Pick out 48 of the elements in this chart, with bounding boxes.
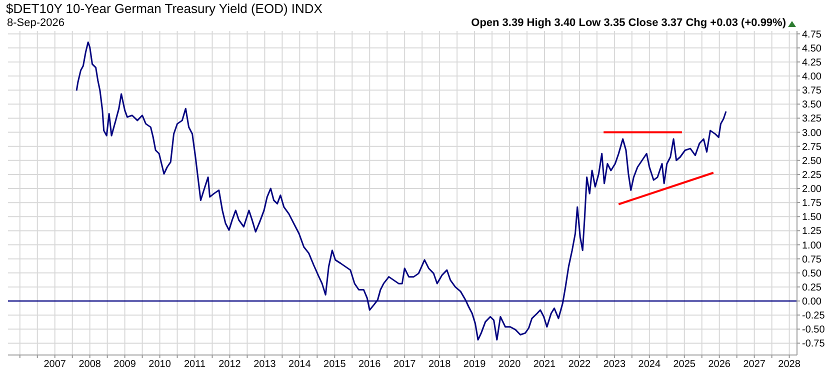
y-tick-label: 2.25: [802, 170, 822, 181]
x-tick-label: 2019: [463, 359, 486, 370]
x-tick-label: 2017: [393, 359, 416, 370]
x-tick-label: 2010: [148, 359, 172, 370]
x-tick-label: 2013: [254, 359, 276, 370]
text: Open 3.39 High 3.40 Low 3.35 Close 3.37 Chg +0.03 (+0.99%): [471, 17, 786, 29]
y-tick-label: 2.75: [802, 142, 822, 153]
x-tick-label: 2026: [708, 359, 731, 370]
y-tick-label: 2.00: [802, 184, 822, 196]
x-tick-label: 2020: [498, 359, 522, 370]
x-tick-label: 2016: [358, 359, 382, 370]
y-tick-label: 1.25: [802, 226, 822, 238]
chart-subtitle: 8-Sep-2026: [7, 17, 64, 29]
y-tick-label: 3.25: [802, 114, 822, 125]
x-tick-label: 2021: [533, 359, 556, 370]
x-tick-label: 2022: [568, 359, 592, 370]
y-tick-label: -0.50: [802, 324, 826, 336]
x-tick-label: 2025: [673, 359, 696, 370]
y-tick-label: 3.50: [802, 100, 822, 111]
y-tick-label: 3.00: [802, 128, 822, 139]
x-tick-label: 2011: [184, 359, 206, 370]
y-tick-label: 4.00: [802, 72, 822, 83]
x-tick-label: 2012: [218, 359, 242, 370]
y-tick-label: 2.50: [802, 156, 822, 167]
y-tick-label: 1.75: [802, 198, 822, 210]
y-tick-label: 4.25: [802, 57, 822, 68]
x-tick-label: 2014: [288, 359, 312, 370]
y-tick-label: 3.75: [802, 86, 822, 97]
y-tick-label: 4.75: [802, 29, 822, 40]
x-tick-label: 2028: [778, 359, 801, 370]
y-tick-label: 0.00: [802, 296, 822, 308]
x-tick-label: 2027: [743, 359, 766, 370]
x-tick-label: 2008: [78, 359, 102, 370]
y-tick-label: -0.75: [802, 338, 826, 350]
x-tick-label: 2009: [114, 359, 136, 370]
x-tick-label: 2015: [324, 359, 346, 370]
y-tick-label: 1.00: [802, 240, 822, 252]
x-tick-label: 2007: [44, 359, 66, 370]
y-tick-label: 4.50: [802, 43, 822, 54]
y-tick-label: 0.25: [802, 282, 822, 294]
y-tick-label: 0.50: [802, 268, 822, 280]
x-tick-label: 2018: [428, 359, 452, 370]
chart-title: $DET10Y 10-Year German Treasury Yield (EOD) INDX: [6, 1, 322, 16]
y-tick-label: -0.25: [802, 310, 826, 322]
x-tick-label: 2024: [638, 359, 661, 370]
y-tick-label: 0.75: [802, 254, 822, 266]
x-tick-label: 2023: [603, 359, 626, 370]
y-tick-label: 1.50: [802, 212, 822, 224]
